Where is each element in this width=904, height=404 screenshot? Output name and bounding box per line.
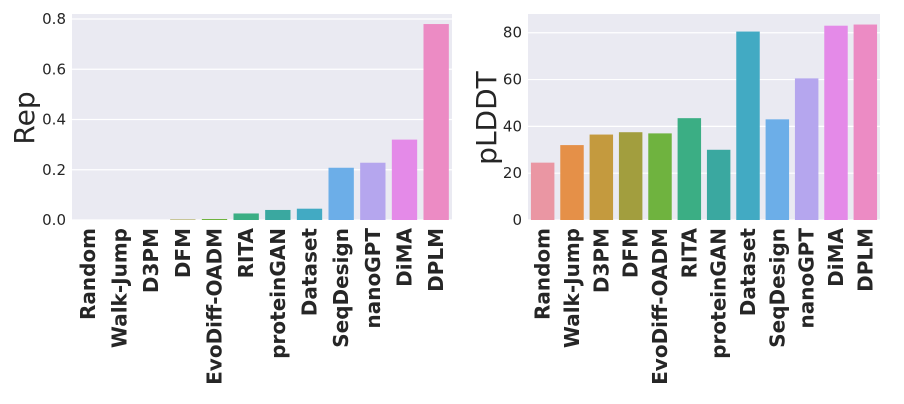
y-tick-label: 0.0 — [42, 211, 66, 229]
x-tick-label: Random — [76, 228, 100, 320]
bar — [296, 208, 323, 220]
bar — [618, 132, 643, 220]
bar — [233, 213, 259, 220]
bar — [589, 134, 614, 220]
bar — [201, 218, 228, 220]
y-axis-label: Rep — [8, 91, 41, 144]
y-tick-label: 0 — [512, 211, 522, 229]
plot-area — [528, 14, 880, 220]
bar — [423, 24, 449, 220]
bar — [677, 118, 702, 220]
y-tick-label: 60 — [503, 71, 522, 89]
x-tick-label: nanoGPT — [795, 228, 819, 329]
chart-1: 0 20 40 60 80 Random Walk-Jump D3PM DFM EvoDiff-O… — [470, 14, 880, 385]
x-tick-label: RITA — [234, 227, 258, 278]
x-tick-label: Random — [531, 228, 555, 320]
x-tick-label: D3PM — [139, 228, 163, 293]
plot-area — [72, 14, 452, 220]
y-tick-label: 0.2 — [42, 161, 66, 179]
x-tick-label: DFM — [619, 228, 643, 278]
bar — [560, 145, 584, 220]
y-tick-label: 0.8 — [42, 10, 66, 28]
bar — [648, 133, 672, 220]
bar — [170, 219, 196, 220]
y-tick-label: 20 — [503, 164, 522, 182]
x-tick-label: DiMA — [393, 227, 417, 286]
chart-0: 0.0 0.2 0.4 0.6 0.8 Random Walk-Jump D3PM DFM Evo… — [8, 10, 452, 385]
y-axis-label: pLDDT — [470, 70, 503, 164]
bar — [328, 167, 354, 220]
x-tick-label: nanoGPT — [361, 228, 385, 329]
bar — [765, 119, 790, 220]
x-tick-label: Walk-Jump — [108, 228, 132, 348]
x-tick-label: EvoDiff-OADM — [203, 228, 227, 385]
bar — [794, 78, 819, 220]
x-tick-label: DFM — [171, 228, 195, 278]
x-tick-label: DPLM — [853, 228, 877, 292]
x-tick-label: RITA — [677, 227, 701, 278]
y-tick-label: 0.4 — [42, 111, 66, 129]
x-tick-label: D3PM — [589, 228, 613, 293]
y-tick-label: 40 — [503, 117, 522, 135]
bar — [530, 162, 555, 220]
y-tick-label: 0.6 — [42, 60, 66, 78]
x-tick-label: proteinGAN — [707, 228, 731, 359]
x-tick-label: EvoDiff-OADM — [648, 228, 672, 385]
bar — [265, 209, 291, 220]
x-tick-label: Dataset — [298, 228, 322, 317]
bar — [736, 31, 760, 220]
x-tick-label: SeqDesign — [765, 228, 789, 348]
x-tick-label: Dataset — [736, 228, 760, 317]
x-tick-label: SeqDesign — [329, 228, 353, 348]
bar — [706, 149, 731, 220]
bar — [853, 24, 878, 221]
x-tick-label: Walk-Jump — [560, 228, 584, 348]
bar — [360, 162, 386, 220]
x-tick-label: DiMA — [824, 227, 848, 286]
y-tick-label: 80 — [503, 24, 522, 42]
x-tick-label: proteinGAN — [266, 228, 290, 359]
bar — [391, 139, 418, 220]
bar — [824, 25, 848, 221]
x-tick-label: DPLM — [424, 228, 448, 292]
